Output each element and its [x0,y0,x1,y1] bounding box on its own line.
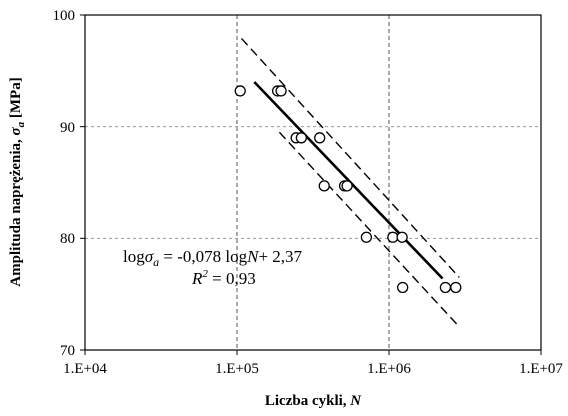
regression-lines [240,37,460,325]
grid-lines [85,15,541,350]
x-axis-label: Liczba cykli, N [265,393,362,409]
plot-frame [84,14,542,351]
confidence-band-upper [240,37,460,278]
data-point [387,231,399,243]
y-axis-label: Amplituda naprężenia, σa [MPa] [8,77,27,286]
confidence-band-lower [278,131,458,325]
regression-equation: logσa = -0,078 logN+ 2,37 [123,247,303,269]
data-point [341,180,353,192]
y-tick-label: 70 [60,343,75,359]
data-point [439,281,452,294]
data-point [295,132,307,144]
y-tick-label: 80 [60,231,75,247]
data-point [275,85,287,97]
y-tick-label: 90 [60,120,75,136]
x-tick-label: 1.E+04 [63,361,107,377]
data-point [397,281,409,294]
data-point [314,132,326,144]
x-tick-label: 1.E+06 [367,361,411,377]
data-point [450,281,462,294]
data-point [360,231,373,243]
r-squared-label: R2 = 0,93 [191,268,256,288]
y-tick-labels: 70 80 90 100 [53,8,76,359]
y-tick-label: 100 [53,8,76,24]
x-tick-label: 1.E+07 [519,361,563,377]
x-tick-label: 1.E+05 [215,361,259,377]
regression-line [253,81,444,280]
x-tick-labels: 1.E+04 1.E+05 1.E+06 1.E+07 [63,361,563,377]
axis-ticks [80,14,542,355]
data-point [396,231,408,243]
data-points [234,85,462,294]
data-point [234,85,246,97]
data-point [318,180,330,192]
